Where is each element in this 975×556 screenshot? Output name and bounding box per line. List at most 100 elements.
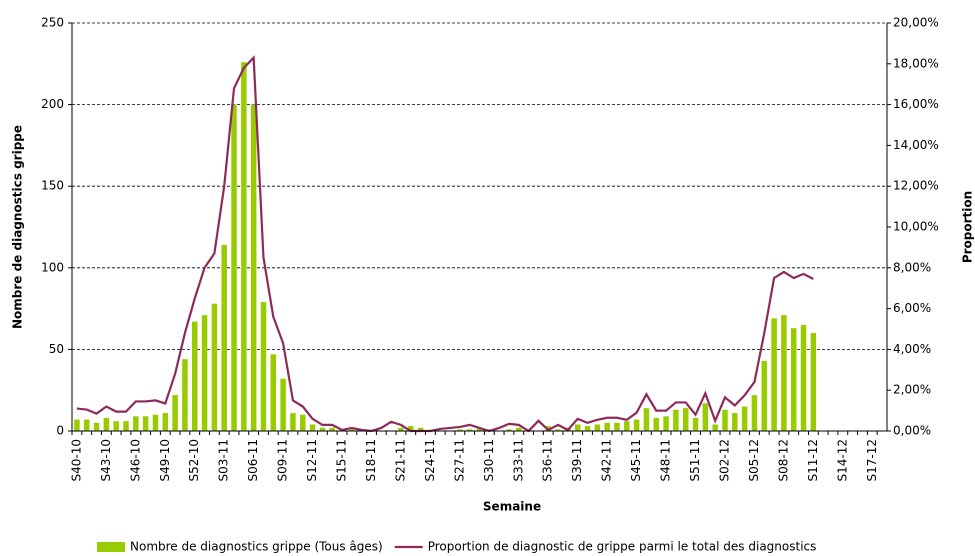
x-tick-label: S05-12	[747, 439, 761, 482]
bar	[182, 359, 188, 431]
bar	[152, 414, 159, 431]
y2-tick-label: 12,00%	[893, 179, 939, 193]
bar	[633, 419, 640, 431]
bar	[761, 360, 768, 431]
bar	[260, 302, 267, 431]
bar	[172, 395, 178, 431]
bar	[280, 378, 286, 431]
x-tick-label: S52-10	[187, 439, 201, 482]
x-tick-label: S09-11	[276, 439, 290, 482]
bar	[653, 417, 659, 431]
bar	[692, 417, 699, 431]
x-tick-label: S11-12	[806, 439, 820, 482]
bar	[103, 417, 110, 431]
y-tick-label: 250	[41, 16, 64, 30]
bar	[712, 424, 718, 431]
bar	[466, 429, 473, 431]
bar	[741, 406, 748, 431]
bar	[673, 409, 679, 431]
x-tick-label: S21-11	[393, 439, 407, 482]
bar	[329, 427, 335, 431]
bar	[270, 354, 277, 431]
bar	[506, 429, 512, 431]
legend-swatch	[97, 542, 125, 552]
y2-tick-label: 10,00%	[893, 220, 939, 234]
bar	[476, 427, 483, 431]
x-tick-label: S45-11	[629, 439, 643, 482]
bar	[810, 333, 817, 431]
bar	[221, 244, 227, 431]
x-tick-label: S18-11	[364, 439, 378, 482]
bar	[398, 427, 404, 431]
bar	[211, 303, 218, 431]
bar	[516, 427, 522, 431]
y2-tick-label: 8,00%	[893, 260, 931, 274]
bar	[93, 422, 100, 431]
bar	[722, 409, 728, 431]
bar	[300, 414, 306, 431]
bar	[349, 429, 355, 431]
bar	[574, 424, 581, 431]
x-tick-label: S27-11	[452, 439, 466, 482]
legend-label: Nombre de diagnostics grippe (Tous âges)	[130, 540, 383, 554]
bar	[290, 413, 296, 431]
bar	[771, 318, 777, 431]
bar	[584, 426, 591, 431]
bar	[702, 403, 709, 431]
bar	[74, 419, 80, 431]
x-tick-label: S49-10	[158, 439, 172, 482]
bar	[643, 408, 650, 431]
x-tick-label: S08-12	[776, 439, 790, 482]
bar	[113, 421, 119, 431]
y2-tick-label: 0,00%	[893, 424, 931, 438]
x-tick-label: S15-11	[335, 439, 349, 482]
x-tick-label: S39-11	[570, 439, 584, 482]
x-axis-title: Semaine	[483, 500, 541, 514]
x-tick-label: S46-10	[128, 439, 142, 482]
bar	[781, 315, 787, 431]
bar	[555, 429, 561, 431]
x-tick-label: S12-11	[305, 439, 319, 482]
x-tick-label: S03-11	[217, 439, 231, 482]
y2-tick-label: 18,00%	[893, 56, 939, 70]
x-tick-label: S42-11	[600, 439, 614, 482]
y-tick-label: 200	[41, 97, 64, 111]
bar	[191, 321, 198, 431]
y-tick-label: 100	[41, 260, 64, 274]
y2-axis-title: Proportion	[961, 191, 975, 263]
y2-tick-label: 4,00%	[893, 342, 931, 356]
y-tick-label: 0	[56, 424, 64, 438]
y2-tick-label: 20,00%	[893, 16, 939, 30]
line	[76, 55, 814, 433]
x-tick-label: S51-11	[688, 439, 702, 482]
bar	[142, 416, 149, 431]
y2-tick-label: 6,00%	[893, 301, 931, 315]
y-axis-title: Nombre de diagnostics grippe	[11, 125, 25, 329]
bar	[201, 315, 208, 431]
bar	[790, 328, 797, 431]
bar	[614, 422, 620, 431]
x-tick-label: S02-12	[717, 439, 731, 482]
bar	[250, 104, 257, 431]
x-tick-label: S40-10	[69, 439, 83, 482]
x-tick-label: S17-12	[865, 439, 879, 482]
bar	[231, 104, 237, 431]
bar	[732, 413, 738, 431]
bar	[408, 426, 414, 431]
bar	[682, 408, 689, 431]
y2-tick-label: 2,00%	[893, 383, 931, 397]
bar	[162, 413, 169, 431]
legend-label: Proportion de diagnostic de grippe parmi…	[428, 540, 817, 554]
bar	[133, 416, 139, 431]
y-tick-label: 50	[49, 342, 64, 356]
x-tick-label: S24-11	[423, 439, 437, 482]
y-tick-label: 150	[41, 179, 64, 193]
y2-tick-label: 16,00%	[893, 97, 939, 111]
x-tick-label: S30-11	[482, 439, 496, 482]
bar	[594, 424, 601, 431]
bar	[309, 424, 316, 431]
bar	[123, 421, 129, 431]
bar	[751, 395, 758, 431]
bar	[800, 324, 807, 431]
